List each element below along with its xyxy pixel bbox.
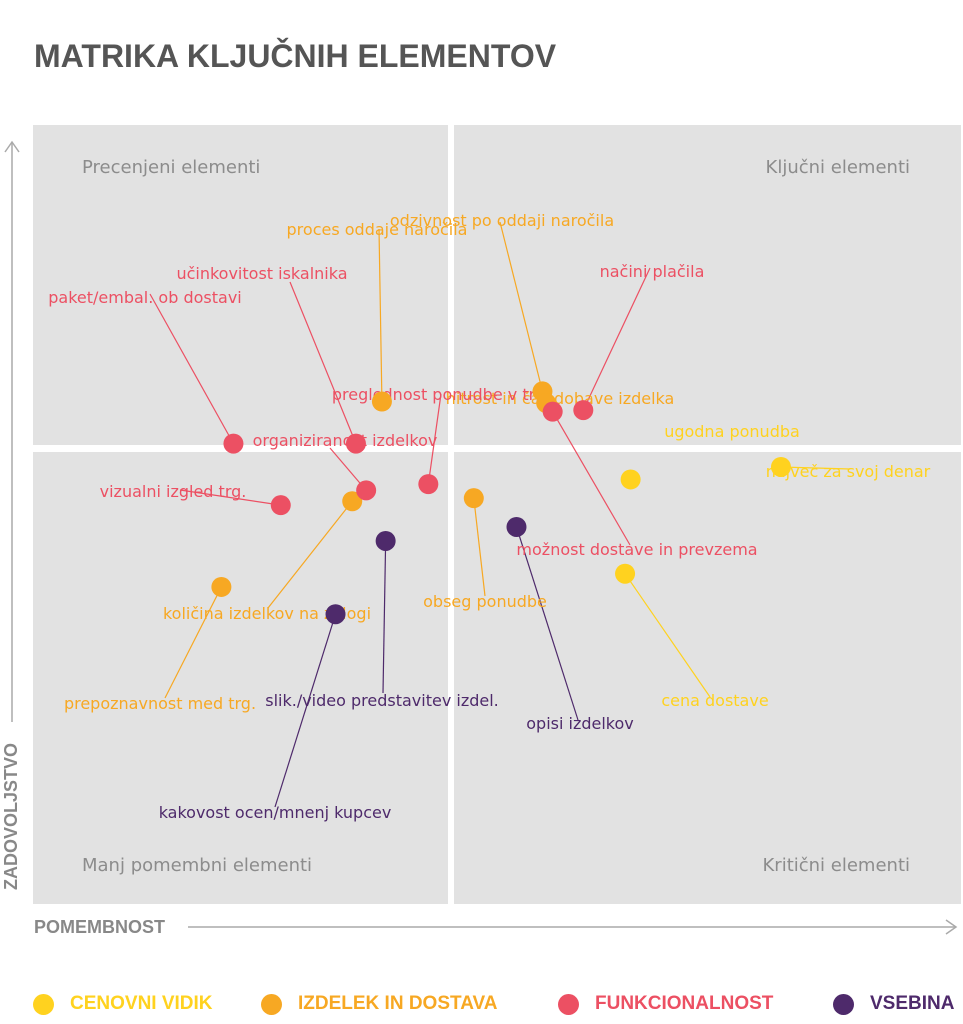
point-label-obseg-ponudbe: obseg ponudbe	[423, 592, 547, 611]
legend-dot-icon	[33, 993, 54, 1015]
leader-line-cena-dostave	[624, 573, 711, 698]
data-point-ugodna-ponudba[interactable]	[620, 469, 641, 490]
point-label-odzivnost-po-oddaji-narocila: odzivnost po oddaji naročila	[390, 211, 614, 230]
point-label-moznost-dostave-in-prevzema: možnost dostave in prevzema	[516, 540, 757, 559]
leader-line-opisi-izdelkov	[515, 526, 579, 721]
point-label-opisi-izdelkov: opisi izdelkov	[526, 714, 634, 733]
data-point-kakovost-ocen-mnenj-kupcev[interactable]	[325, 604, 346, 625]
legend-item-vsebina[interactable]: VSEBINA	[833, 993, 954, 1015]
point-label-vizualni-izgled-trg: vizualni izgled trg.	[100, 482, 247, 501]
point-label-najvec-za-svoj-denar: največ za svoj denar	[766, 462, 931, 481]
leader-line-obseg-ponudbe	[473, 498, 486, 597]
leader-lines	[149, 221, 851, 808]
point-label-nacini-placila: načini plačila	[600, 262, 705, 281]
chart-title: MATRIKA KLJUČNIH ELEMENTOV	[34, 38, 557, 74]
point-label-proces-oddaje-narocila: proces oddaje naročila	[287, 220, 468, 239]
quadrant-label-bottom-right: Kritični elementi	[762, 855, 910, 876]
data-point-paket-embal-ob-dostavi[interactable]	[223, 433, 244, 454]
legend-item-izdelek[interactable]: IZDELEK IN DOSTAVA	[261, 993, 498, 1015]
leader-line-ucinkovitost-iskalnika	[289, 281, 357, 444]
legend-label: VSEBINA	[870, 993, 955, 1014]
leader-line-paket-embal-ob-dostavi	[149, 293, 234, 444]
legend-dot-icon	[558, 993, 579, 1015]
legend-item-cenovni[interactable]: CENOVNI VIDIK	[33, 993, 213, 1015]
point-label-kolicina-izdelkov-na-zalogi: količina izdelkov na zalogi	[163, 604, 371, 623]
data-point-najvec-za-svoj-denar[interactable]	[770, 456, 791, 477]
legend-label: FUNKCIONALNOST	[595, 993, 774, 1014]
quadrant-label-bottom-left: Manj pomembni elementi	[82, 855, 312, 876]
quadrant-bottom-right	[454, 452, 961, 904]
legend-dot-icon	[261, 993, 282, 1015]
point-label-paket-embal-ob-dostavi: paket/embal. ob dostavi	[48, 288, 241, 307]
legend-label: IZDELEK IN DOSTAVA	[298, 993, 498, 1014]
data-point-preglednost-ponudbe-v-trg[interactable]	[418, 474, 439, 495]
quadrant-label-top-left: Precenjeni elementi	[82, 157, 260, 178]
data-point-vizualni-izgled-trg[interactable]	[270, 495, 291, 516]
data-points	[211, 381, 791, 625]
point-label-slik-video-predstavitev-izdel: slik./video predstavitev izdel.	[265, 691, 499, 710]
point-label-cena-dostave: cena dostave	[661, 691, 768, 710]
point-labels: ugodna ponudba največ za svoj denar cena d…	[48, 211, 930, 822]
leader-line-kakovost-ocen-mnenj-kupcev	[274, 614, 337, 808]
leader-line-najvec-za-svoj-denar	[780, 466, 851, 470]
point-label-ucinkovitost-iskalnika: učinkovitost iskalnika	[176, 264, 347, 283]
data-point-ucinkovitost-iskalnika[interactable]	[345, 433, 366, 454]
x-axis-arrow	[188, 919, 958, 935]
data-point-prepoznavnost-med-trg[interactable]	[211, 576, 232, 597]
leader-line-nacini-placila	[582, 267, 651, 411]
quadrant-top-left	[33, 125, 448, 445]
quadrant-bottom-left	[33, 452, 448, 904]
point-label-preglednost-ponudbe-v-trg: preglednost ponudbe v trg.	[332, 385, 550, 404]
data-point-nacini-placila[interactable]	[573, 400, 594, 421]
data-point-opisi-izdelkov[interactable]	[506, 516, 527, 537]
point-label-prepoznavnost-med-trg: prepoznavnost med trg.	[64, 694, 256, 713]
point-label-hitrost-in-cas-dobave-izdelka: hitrost in čas dobave izdelka	[446, 389, 675, 408]
leader-line-preglednost-ponudbe-v-trg	[427, 393, 442, 485]
point-label-kakovost-ocen-mnenj-kupcev: kakovost ocen/mnenj kupcev	[159, 803, 392, 822]
data-point-obseg-ponudbe[interactable]	[463, 488, 484, 509]
x-axis-label: POMEMBNOST	[34, 917, 165, 937]
leader-line-vizualni-izgled-trg	[179, 489, 281, 506]
leader-line-proces-oddaje-narocila	[378, 228, 383, 402]
leader-line-kolicina-izdelkov-na-zalogi	[267, 500, 353, 609]
leader-line-moznost-dostave-in-prevzema	[552, 411, 631, 546]
leader-line-slik-video-predstavitev-izdel	[382, 540, 387, 694]
point-label-organiziranost-izdelkov: organiziranost izdelkov	[253, 431, 438, 450]
data-point-organiziranost-izdelkov[interactable]	[356, 480, 377, 501]
y-axis-label: ZADOVOLJSTVO	[1, 743, 21, 890]
leader-line-odzivnost-po-oddaji-narocila	[499, 221, 544, 392]
data-point-kolicina-izdelkov-na-zalogi[interactable]	[342, 491, 363, 512]
legend: CENOVNI VIDIK IZDELEK IN DOSTAVA FUNKCIO…	[0, 993, 963, 1023]
legend-dot-icon	[833, 993, 854, 1015]
legend-item-funkcionalnost[interactable]: FUNKCIONALNOST	[558, 993, 773, 1015]
data-point-moznost-dostave-in-prevzema[interactable]	[542, 401, 563, 422]
priority-matrix-chart: Precenjeni elementi Ključni elementi Man…	[1, 125, 961, 937]
quadrant-label-top-right: Ključni elementi	[766, 157, 910, 178]
data-point-cena-dostave[interactable]	[615, 563, 636, 584]
point-label-ugodna-ponudba: ugodna ponudba	[664, 422, 800, 441]
y-axis-arrow	[4, 140, 20, 722]
data-point-slik-video-predstavitev-izdel[interactable]	[375, 530, 396, 551]
legend-label: CENOVNI VIDIK	[70, 993, 213, 1014]
data-point-proces-oddaje-narocila[interactable]	[371, 391, 392, 412]
leader-line-prepoznavnost-med-trg	[164, 586, 222, 699]
